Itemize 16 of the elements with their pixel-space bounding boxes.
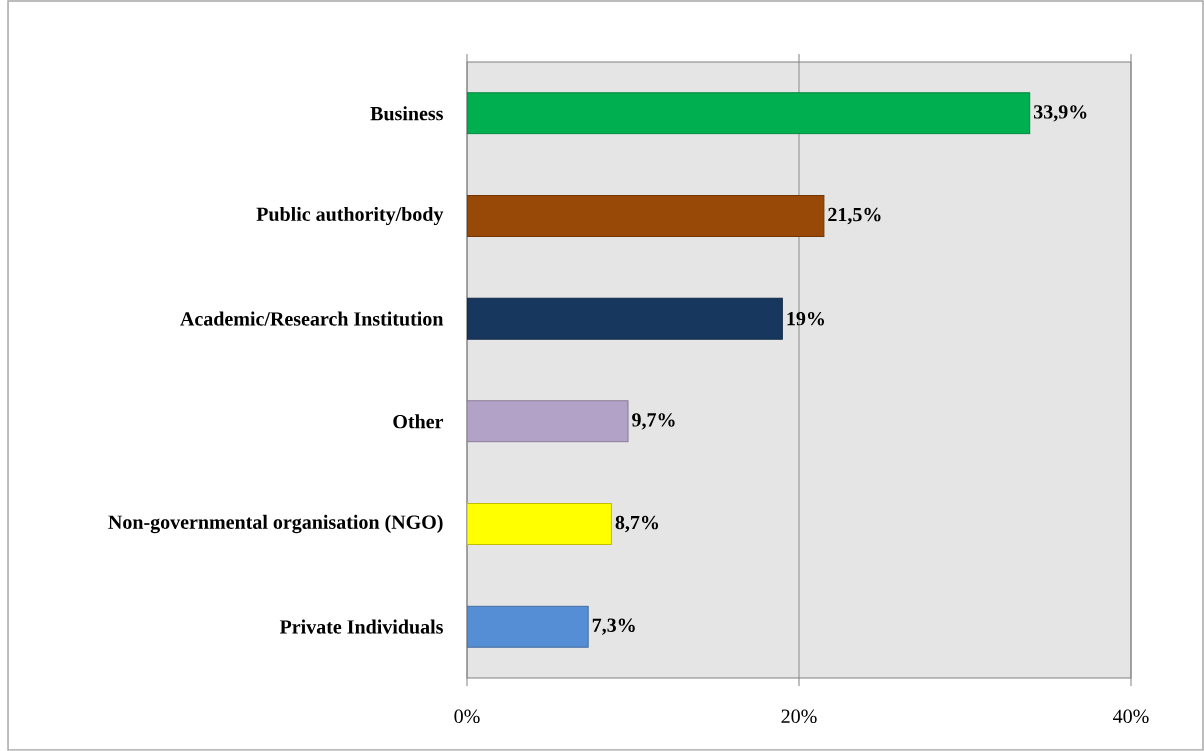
bar bbox=[467, 502, 612, 546]
x-tick-label: 20% bbox=[781, 709, 817, 724]
y-tick-label: Private Individuals bbox=[279, 619, 443, 634]
x-tick-label: 40% bbox=[1113, 709, 1149, 724]
data-label: 9,7% bbox=[632, 413, 675, 430]
data-label: 21,5% bbox=[828, 207, 881, 225]
y-tick-label: Business bbox=[370, 106, 443, 121]
y-tick-label: Academic/Research Institution bbox=[180, 311, 444, 326]
y-tick-label: Non-governmental organisation (NGO) bbox=[108, 514, 443, 534]
x-tick-label: 0% bbox=[454, 709, 480, 724]
y-tick-label: Other bbox=[393, 414, 444, 429]
y-tick-label: Public authority/body bbox=[256, 206, 444, 226]
data-label: 8,7% bbox=[615, 515, 659, 533]
data-label: 7,3% bbox=[592, 618, 635, 635]
data-label: 33,9% bbox=[1033, 105, 1087, 122]
data-label: 19% bbox=[787, 311, 825, 326]
